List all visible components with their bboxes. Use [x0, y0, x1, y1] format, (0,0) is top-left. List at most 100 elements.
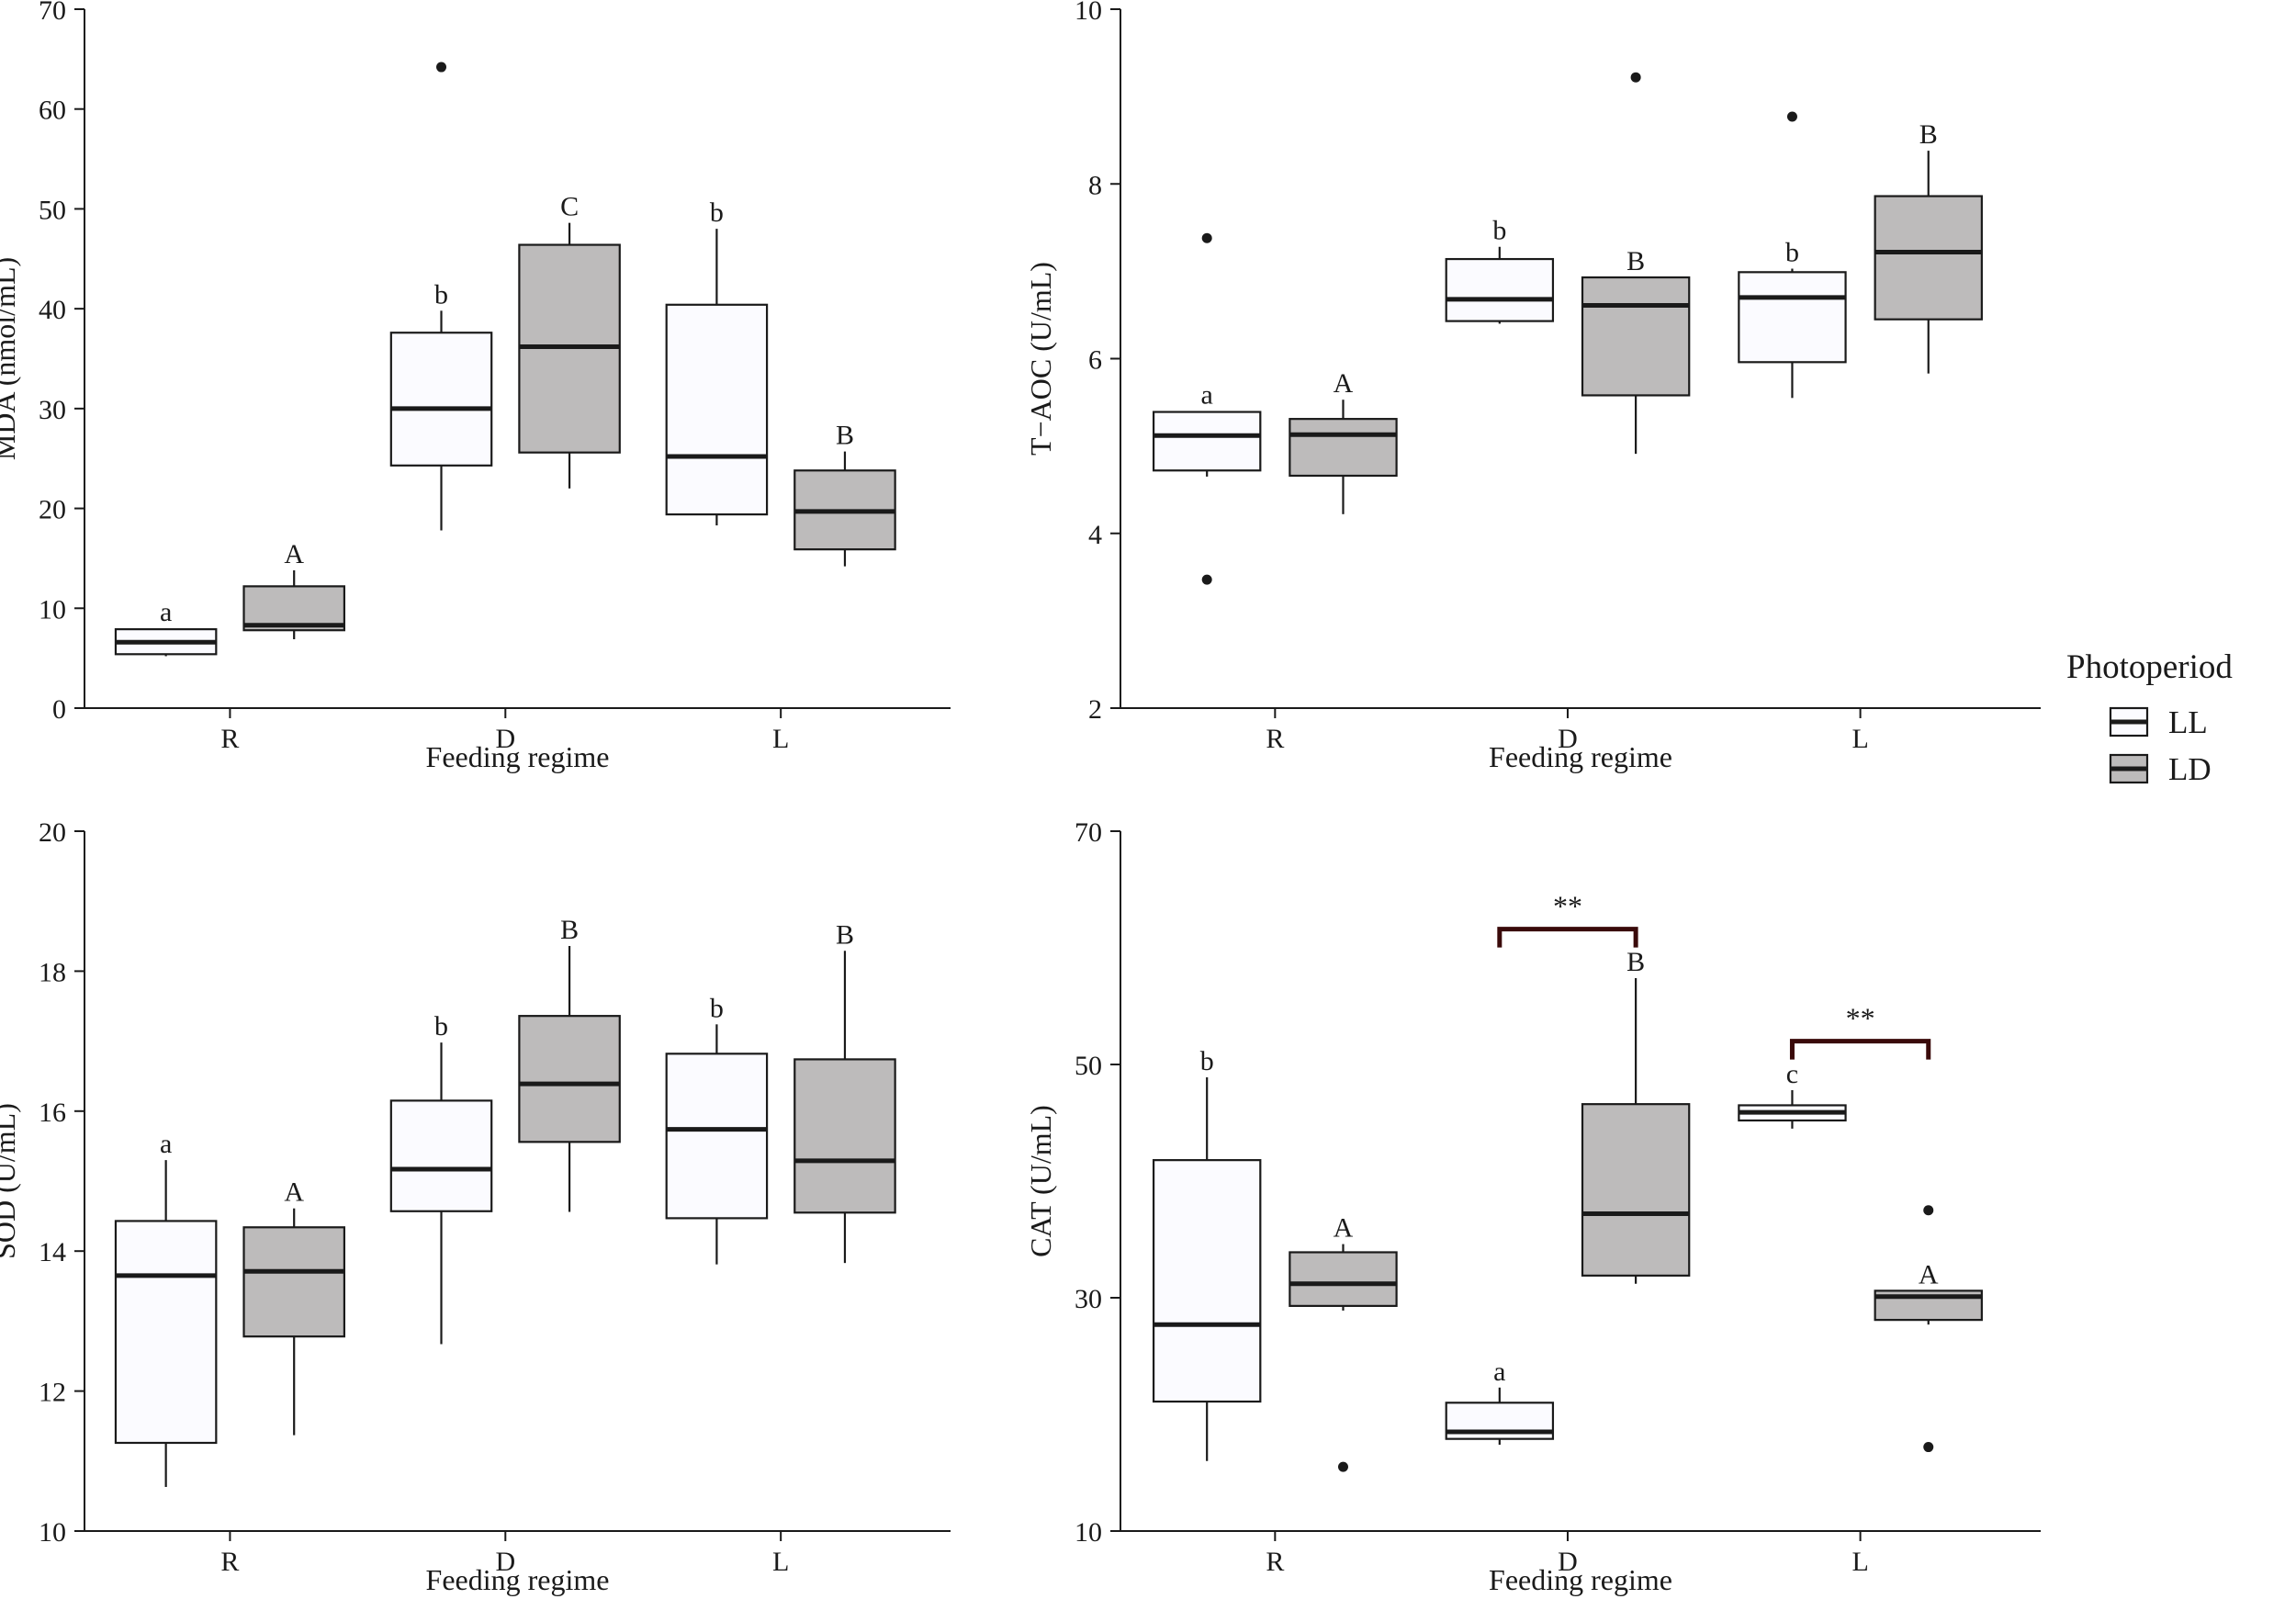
c2-ll-l-iqr	[665, 1053, 769, 1220]
c3-ll-d-box: a	[1445, 1357, 1555, 1446]
c1-ll-l-sig-letter: b	[1785, 238, 1799, 268]
panel-mda: 0 10 20 30 40 50 60 70 R D L Feeding regime MDA (nmo…	[0, 0, 951, 773]
c3-ld-l-outlier-1	[1923, 1442, 1934, 1453]
c3-ld-r-iqr	[1289, 1251, 1398, 1307]
c3-ld-d-sig-letter: B	[1626, 947, 1645, 977]
c2-ytick-label-12: 12	[39, 1378, 66, 1408]
c1-ll-d-box: b	[1445, 216, 1555, 324]
c2-ld-d-sig-letter: B	[560, 915, 579, 945]
c2-ld-r-iqr	[242, 1226, 345, 1338]
c1-ld-d-box: B	[1581, 72, 1691, 455]
c1-ytick-label-4: 4	[1088, 520, 1102, 550]
c1-ld-d-sig-letter: B	[1626, 246, 1645, 276]
c1-ytick-label-8: 8	[1088, 170, 1102, 200]
c0-ll-d-outlier-0	[436, 62, 447, 73]
c0-ld-l-sig-letter: B	[836, 421, 854, 451]
c3-bracket-l	[1789, 1039, 1931, 1060]
c0-xlabel: Feeding regime	[426, 740, 610, 773]
c3-bracket-d	[1497, 927, 1638, 948]
c3-ylabel: CAT (U/mL)	[1024, 1105, 1057, 1257]
c1-xlabel: Feeding regime	[1489, 740, 1672, 773]
c0-ytick-label-30: 30	[39, 395, 66, 425]
c3-xtick-label-r: R	[1266, 1547, 1284, 1577]
c3-ld-r-outlier-0	[1337, 1461, 1348, 1472]
c2-xlabel: Feeding regime	[426, 1563, 610, 1596]
c1-ytick-label-6: 6	[1088, 345, 1102, 376]
c0-ytick-label-60: 60	[39, 96, 66, 126]
c0-ll-d-sig-letter: b	[434, 279, 448, 310]
c2-xtick-label-l: L	[772, 1547, 789, 1577]
c1-ld-r-box: A	[1289, 368, 1398, 514]
c1-ll-r-outlier-1	[1201, 574, 1212, 585]
c0-ld-d-box: C	[518, 192, 621, 489]
c2-xtick-label-r: R	[220, 1547, 239, 1577]
c3-ll-r-sig-letter: b	[1200, 1046, 1214, 1076]
c3-ll-l-sig-letter: c	[1786, 1059, 1798, 1089]
c0-ll-l-iqr	[665, 303, 769, 516]
c1-ld-l-iqr	[1874, 195, 1983, 321]
c2-ll-r-box: a	[114, 1129, 218, 1487]
c2-xtick-label-d: D	[495, 1547, 515, 1577]
c0-ll-d-box: b	[389, 62, 493, 531]
c0-ld-l-box: B	[793, 421, 896, 567]
c0-ll-r-box: a	[114, 597, 218, 657]
c2-ytick-label-14: 14	[39, 1237, 66, 1267]
legend: Photoperiod LL LD	[2066, 648, 2233, 787]
c1-ld-d-outlier-0	[1630, 72, 1641, 83]
c1-xtick-label-d: D	[1558, 724, 1578, 754]
c2-ytick-label-20: 20	[39, 817, 66, 848]
c0-xtick-label-r: R	[220, 724, 239, 754]
c1-ld-r-sig-letter: A	[1334, 368, 1354, 399]
c3-ytick-label-70: 70	[1075, 817, 1102, 848]
c3-ytick-label-50: 50	[1075, 1051, 1102, 1081]
c0-ytick-label-10: 10	[39, 594, 66, 625]
panel-t-aoc: 2 4 6 8 10 R D L Feeding regime T−AOC (U/mL) a b b A B…	[1024, 0, 2041, 773]
c0-ld-r-box: A	[242, 539, 345, 639]
c2-ll-d-sig-letter: b	[434, 1011, 448, 1042]
c0-ylabel: MDA (nmol/mL)	[0, 257, 21, 460]
c1-ll-l-iqr	[1738, 271, 1847, 364]
c0-ll-l-sig-letter: b	[710, 197, 724, 228]
c3-ll-r-box: b	[1152, 1046, 1262, 1461]
c0-ld-d-sig-letter: C	[560, 192, 579, 222]
c3-ld-l-sig-letter: A	[1919, 1259, 1939, 1289]
c2-ld-l-box: B	[793, 919, 896, 1264]
c1-ll-d-iqr	[1445, 257, 1555, 322]
c1-ld-d-iqr	[1581, 276, 1691, 397]
c2-ll-l-box: b	[665, 993, 769, 1265]
c3-ld-d-box: B	[1581, 947, 1691, 1284]
c0-ytick-label-40: 40	[39, 295, 66, 325]
c3-bracket-l-label: **	[1846, 1002, 1875, 1035]
c0-ll-d-iqr	[389, 332, 493, 467]
c0-ll-l-box: b	[665, 197, 769, 526]
c1-xtick-label-l: L	[1851, 724, 1868, 754]
c2-ll-l-sig-letter: b	[710, 993, 724, 1023]
legend-item-ll: LL	[2109, 704, 2208, 740]
c3-ll-l-box: c	[1738, 1059, 1847, 1129]
c3-xlabel: Feeding regime	[1489, 1563, 1672, 1596]
c3-xtick-label-l: L	[1851, 1547, 1868, 1577]
c3-bracket-d-label: **	[1553, 890, 1582, 923]
c2-ll-d-box: b	[389, 1011, 493, 1345]
c0-ld-r-iqr	[242, 585, 345, 632]
c1-ll-d-sig-letter: b	[1492, 216, 1506, 246]
c1-ytick-label-10: 10	[1075, 0, 1102, 26]
c3-ytick-label-10: 10	[1075, 1517, 1102, 1548]
c2-ld-d-iqr	[518, 1015, 621, 1143]
c2-ld-l-sig-letter: B	[836, 919, 854, 950]
c1-ll-r-outlier-0	[1201, 232, 1212, 243]
c1-ll-r-sig-letter: a	[1201, 380, 1213, 411]
legend-title: Photoperiod	[2066, 648, 2233, 686]
c1-ld-l-sig-letter: B	[1919, 119, 1938, 150]
c0-ytick-label-50: 50	[39, 195, 66, 225]
c3-ytick-label-30: 30	[1075, 1284, 1102, 1314]
c1-ytick-label-2: 2	[1088, 694, 1102, 725]
c2-ylabel: SOD (U/mL)	[0, 1103, 21, 1259]
c2-ld-l-iqr	[793, 1058, 896, 1214]
c0-xtick-label-d: D	[495, 724, 515, 754]
c1-ld-r-iqr	[1289, 418, 1398, 478]
panel-cat: 10 30 50 70 R D L Feeding regime CAT (U/mL) b a c A B…	[1024, 817, 2041, 1596]
c1-ld-l-box: B	[1874, 119, 1983, 374]
c0-ld-r-sig-letter: A	[284, 539, 304, 569]
c3-ld-r-box: A	[1289, 1213, 1398, 1472]
